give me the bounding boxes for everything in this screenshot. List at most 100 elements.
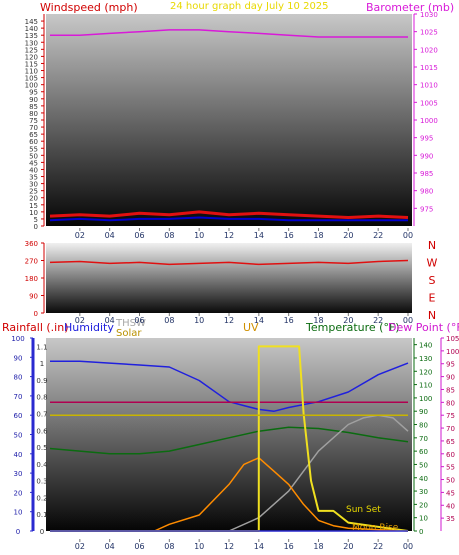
- x-tick-top-label: 04: [105, 231, 115, 240]
- rainfall-tick-label: 0.1: [36, 511, 47, 519]
- series-barometer: [50, 29, 408, 38]
- x-tick-bottom-label: 02: [75, 542, 85, 551]
- windspeed-tick-label: 70: [29, 124, 38, 132]
- windspeed-tick-label: 50: [29, 152, 38, 160]
- windspeed-tick-label: 25: [29, 188, 38, 196]
- x-tick-bottom-label: 08: [164, 542, 174, 551]
- humidity-tick-label: 40: [14, 451, 23, 459]
- x-tick-top-label: 20: [343, 231, 353, 240]
- dewpoint-tick-label: 40: [446, 502, 455, 510]
- barometer-tick-label: 1005: [420, 99, 438, 107]
- windspeed-title: Windspeed (mph): [40, 1, 138, 14]
- x-tick-dir-label: 16: [284, 316, 294, 325]
- x-tick-dir-label: 18: [313, 316, 323, 325]
- graph-date-title: 24 hour graph day July 10 2025: [170, 1, 329, 12]
- temperature-tick-label: 140: [419, 342, 432, 350]
- x-tick-top-label: 00: [403, 231, 413, 240]
- x-tick-bottom-label: 16: [284, 542, 294, 551]
- rainfall-tick-label: 0.5: [36, 444, 47, 452]
- rainfall-tick-label: 1: [40, 360, 44, 368]
- temperature-tick-label: 30: [419, 488, 428, 496]
- dewpoint-tick-label: 75: [446, 412, 455, 420]
- windspeed-tick-label: 135: [25, 32, 38, 40]
- compass-label: N: [428, 309, 436, 322]
- barometer-tick-label: 1020: [420, 46, 438, 54]
- temperature-title: Temperature (°F): [305, 321, 400, 334]
- thsw-title: THSW: [115, 318, 146, 329]
- x-tick-dir-label: 02: [75, 316, 85, 325]
- temperature-tick-label: 130: [419, 355, 432, 363]
- x-tick-bottom-label: 14: [254, 542, 264, 551]
- x-tick-dir-label: 00: [403, 316, 413, 325]
- humidity-tick-label: 60: [14, 412, 23, 420]
- x-tick-bottom-label: 06: [134, 542, 144, 551]
- windspeed-tick-label: 145: [25, 18, 38, 26]
- windspeed-tick-label: 85: [29, 103, 38, 111]
- barometer-tick-label: 990: [420, 152, 433, 160]
- windspeed-tick-label: 110: [25, 68, 38, 76]
- x-tick-bottom-label: 00: [403, 542, 413, 551]
- x-tick-bottom-label: 10: [194, 542, 204, 551]
- dewpoint-tick-label: 70: [446, 425, 455, 433]
- rainfall-tick-label: 0.2: [36, 494, 47, 502]
- x-tick-dir-label: 10: [194, 316, 204, 325]
- humidity-tick-label: 50: [14, 432, 23, 440]
- barometer-tick-label: 1010: [420, 82, 438, 90]
- rainfall-tick-label: 0.7: [36, 411, 47, 419]
- temperature-tick-label: 90: [419, 408, 428, 416]
- windspeed-tick-label: 20: [29, 195, 38, 203]
- x-tick-top-label: 22: [373, 231, 383, 240]
- series-windspeed: [49, 210, 409, 219]
- direction-tick-label: 270: [25, 258, 38, 266]
- uv-title: UV: [243, 321, 259, 334]
- rainfall-tick-label: 0.4: [36, 461, 48, 469]
- temperature-tick-label: 40: [419, 475, 428, 483]
- barometer-title: Barometer (mb): [366, 1, 454, 14]
- series-wind-direction: [49, 259, 409, 266]
- temperature-tick-label: 60: [419, 448, 428, 456]
- temperature-tick-label: 0: [419, 528, 423, 536]
- top-plot-area: [46, 14, 412, 226]
- x-tick-bottom-label: 12: [224, 542, 234, 551]
- dewpoint-tick-label: 65: [446, 438, 455, 446]
- barometer-tick-label: 1015: [420, 64, 438, 72]
- humidity-tick-label: 0: [16, 528, 20, 536]
- dewpoint-tick-label: 35: [446, 515, 455, 523]
- rainfall-tick-label: 0.3: [36, 478, 47, 486]
- windspeed-tick-label: 90: [29, 96, 38, 104]
- rainfall-tick-label: 0.8: [36, 394, 47, 402]
- humidity-tick-label: 30: [14, 470, 23, 478]
- x-tick-top-label: 12: [224, 231, 234, 240]
- rainfall-tick-label: 1.1: [36, 343, 47, 351]
- temperature-tick-label: 70: [419, 435, 428, 443]
- series-uv: [50, 345, 409, 532]
- humidity-tick-label: 100: [11, 335, 24, 343]
- humidity-tick-label: 70: [14, 393, 23, 401]
- dewpoint-tick-label: 60: [446, 451, 455, 459]
- dewpoint-title: Dew Point (°F): [388, 321, 459, 334]
- direction-tick-label: 90: [29, 293, 38, 301]
- temperature-tick-label: 110: [419, 382, 432, 390]
- temperature-tick-label: 100: [419, 395, 432, 403]
- x-tick-top-label: 14: [254, 231, 264, 240]
- series-temperature: [49, 426, 409, 455]
- dewpoint-tick-label: 100: [446, 348, 459, 356]
- windspeed-tick-label: 45: [29, 159, 38, 167]
- rainfall-tick-label: 0: [40, 528, 44, 536]
- temperature-tick-label: 10: [419, 515, 428, 523]
- temperature-tick-label: 20: [419, 501, 428, 509]
- dewpoint-tick-label: 80: [446, 399, 455, 407]
- x-tick-top-label: 18: [313, 231, 323, 240]
- sun-set-label: Sun Set: [346, 505, 381, 515]
- x-tick-bottom-label: 04: [105, 542, 115, 551]
- x-tick-dir-label: 22: [373, 316, 383, 325]
- rainfall-title: Rainfall (.in): [2, 321, 69, 334]
- windspeed-tick-label: 10: [29, 209, 38, 217]
- direction-tick-label: 180: [25, 275, 38, 283]
- dewpoint-tick-label: 45: [446, 489, 455, 497]
- direction-tick-label: 360: [25, 240, 38, 248]
- dewpoint-tick-label: 90: [446, 374, 455, 382]
- barometer-tick-label: 995: [420, 135, 433, 143]
- barometer-tick-label: 985: [420, 170, 433, 178]
